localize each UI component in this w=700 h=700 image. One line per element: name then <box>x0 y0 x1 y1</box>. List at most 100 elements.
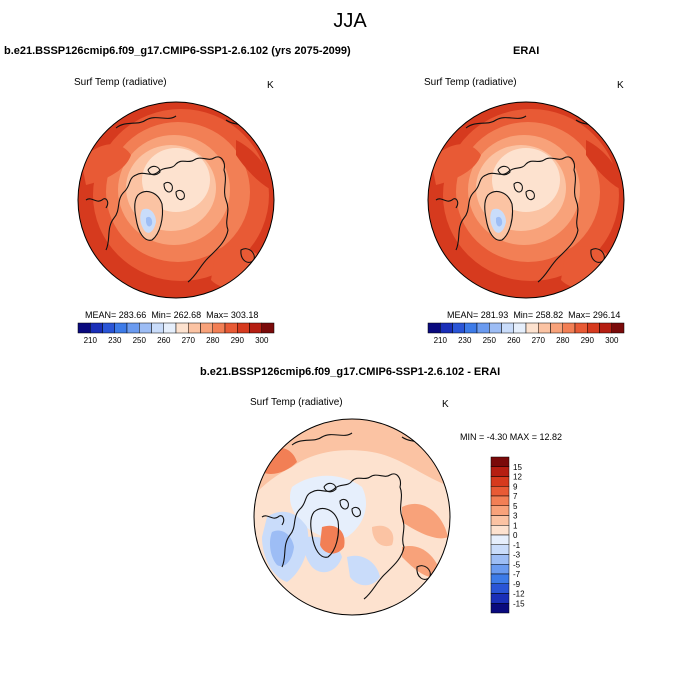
panel-3-colorbar-box <box>490 515 510 526</box>
panel-2-units-label: K <box>617 80 624 91</box>
panel-3-colorbar-tick: -3 <box>513 551 521 560</box>
panel-3-colorbar-tick: -5 <box>513 560 521 569</box>
panel-1-colorbar-box <box>237 322 250 334</box>
panel-1-colorbar-box <box>261 322 275 334</box>
panel-2-colorbar-box <box>611 322 625 334</box>
panel-1-colorbar-box <box>224 322 238 334</box>
panel-1-field <box>78 102 274 298</box>
panel-1-colorbar-box <box>102 322 115 334</box>
panel-1-mean: MEAN= 283.66 <box>85 310 147 320</box>
panel-3-stats: MIN = -4.30 MAX = 12.82 <box>460 432 563 442</box>
panel-3-map <box>253 418 451 616</box>
panel-3-variable-label: Surf Temp (radiative) <box>250 397 343 408</box>
panel-1-colorbar-box <box>139 322 152 334</box>
panel-3-colorbar-box <box>490 554 510 565</box>
panel-1-colorbar-tick: 300 <box>255 336 269 345</box>
panel-1-colorbar-box <box>163 322 177 334</box>
panel-3-field <box>254 419 450 615</box>
panel-1-max: Max= 303.18 <box>206 310 259 320</box>
panel-3-colorbar-box <box>490 505 510 516</box>
panel-3-colorbar-box <box>490 495 510 506</box>
panel-2-colorbar-box <box>513 322 527 334</box>
panel-2-colorbar-tick: 270 <box>532 336 546 345</box>
panel-1-colorbar-box <box>90 322 103 334</box>
panel-3-map-boundary <box>253 418 451 616</box>
panel-1-variable-label: Surf Temp (radiative) <box>74 77 167 88</box>
panel-3-colorbar-box <box>490 534 510 545</box>
panel-2-colorbar-box <box>587 322 600 334</box>
panel-3-colorbar-tick: -1 <box>513 541 521 550</box>
panel-1-colorbar-box <box>212 322 226 334</box>
panel-3-colorbar-tick: 7 <box>513 492 518 501</box>
panel-2-colorbar-box <box>574 322 588 334</box>
panel-3-colorbar-box <box>490 583 510 594</box>
panel-2-colorbar-box <box>538 322 551 334</box>
panel-2-mean: MEAN= 281.93 <box>447 310 509 320</box>
panel-2-colorbar-tick: 250 <box>483 336 497 345</box>
panel-3-colorbar-box <box>490 603 510 614</box>
panel-2-field <box>428 102 624 298</box>
panel-2-map-boundary <box>427 101 625 299</box>
panel-3-colorbar-box <box>490 564 510 575</box>
panel-2-colorbar-tick: 290 <box>581 336 595 345</box>
panel-2-colorbar-box <box>452 322 465 334</box>
panel-3-colorbar-tick: 3 <box>513 512 518 521</box>
panel-3-colorbar-box <box>490 466 510 477</box>
panel-2-colorbar-box <box>501 322 514 334</box>
panel-1-title: b.e21.BSSP126cmip6.f09_g17.CMIP6-SSP1-2.… <box>4 45 351 57</box>
panel-1-map-boundary <box>77 101 275 299</box>
panel-3-colorbar-box <box>490 476 510 487</box>
panel-1-colorbar-box <box>200 322 213 334</box>
panel-2-colorbar-tick: 210 <box>434 336 448 345</box>
panel-3-colorbar-tick: 1 <box>513 521 518 530</box>
panel-1-colorbar-tick: 280 <box>206 336 220 345</box>
panel-1-units-label: K <box>267 80 274 91</box>
panel-2-min: Min= 258.82 <box>513 310 564 320</box>
panel-2-colorbar-box <box>525 322 539 334</box>
panel-1-colorbar-tick: 250 <box>133 336 147 345</box>
panel-3-units-label: K <box>442 399 449 410</box>
panel-2-colorbar-box <box>550 322 563 334</box>
panel-1-colorbar-box <box>175 322 189 334</box>
panel-2-max: Max= 296.14 <box>568 310 621 320</box>
panel-3-colorbar-box <box>490 573 510 584</box>
panel-3-colorbar-tick: 5 <box>513 502 518 511</box>
panel-3-colorbar-box <box>490 525 510 536</box>
panel-2-colorbar-tick: 280 <box>556 336 570 345</box>
panel-3-colorbar-tick: 0 <box>513 531 518 540</box>
panel-1-stats: MEAN= 283.66 Min= 262.68 Max= 303.18 <box>85 310 258 320</box>
panel-1-colorbar-tick: 270 <box>182 336 196 345</box>
panel-2-colorbar-box <box>476 322 490 334</box>
panel-1-colorbar-box <box>249 322 262 334</box>
panel-2-colorbar-box <box>489 322 502 334</box>
panel-3-colorbar-tick: -15 <box>513 599 525 608</box>
panel-1-colorbar-box <box>126 322 140 334</box>
panel-1-colorbar-tick: 230 <box>108 336 122 345</box>
panel-3-colorbar-box <box>490 544 510 555</box>
panel-2-colorbar: 210 230 250 260 270 280 290 300 <box>427 322 625 345</box>
panel-2-colorbar-box <box>427 322 441 334</box>
panel-1-colorbar-box <box>188 322 201 334</box>
panel-2-colorbar-box <box>440 322 453 334</box>
panel-3-colorbar-box <box>490 593 510 604</box>
page-title: JJA <box>333 10 367 32</box>
panel-3-colorbar-tick: -12 <box>513 590 525 599</box>
panel-3-colorbar-tick: 12 <box>513 473 522 482</box>
panel-2-colorbar-tick: 260 <box>507 336 521 345</box>
panel-3-colorbar-tick: -9 <box>513 580 521 589</box>
panel-2-colorbar-tick: 230 <box>458 336 472 345</box>
panel-2-variable-label: Surf Temp (radiative) <box>424 77 517 88</box>
panel-3-title: b.e21.BSSP126cmip6.f09_g17.CMIP6-SSP1-2.… <box>200 366 501 378</box>
panel-2-colorbar-box <box>464 322 478 334</box>
panel-2-map <box>427 101 625 299</box>
panel-1-colorbar-box <box>151 322 164 334</box>
panel-3-colorbar-tick: -7 <box>513 570 521 579</box>
panel-1-min: Min= 262.68 <box>151 310 202 320</box>
panel-3-colorbar-tick: 9 <box>513 482 518 491</box>
panel-1-colorbar-tick: 290 <box>231 336 245 345</box>
panel-1-colorbar-tick: 210 <box>84 336 98 345</box>
panel-1-colorbar: 210 230 250 260 270 280 290 300 <box>77 322 275 345</box>
panel-1-colorbar-box <box>77 322 91 334</box>
panel-2-title: ERAI <box>513 45 540 57</box>
